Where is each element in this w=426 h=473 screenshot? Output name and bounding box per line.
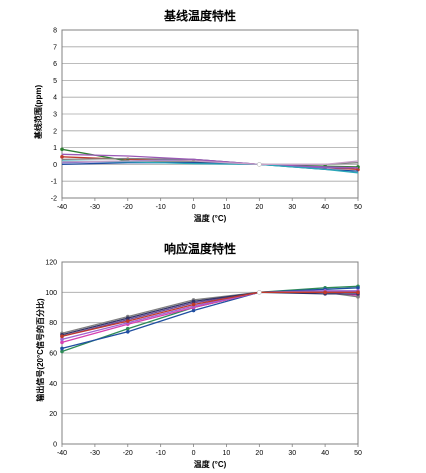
data-point (60, 155, 64, 159)
x-tick-label: -30 (90, 204, 100, 211)
x-tick-label: 30 (288, 450, 296, 457)
plot-area (61, 29, 359, 199)
y-tick-label: 8 (53, 28, 57, 35)
data-point (356, 295, 360, 299)
reference-point (257, 290, 262, 295)
x-tick-label: 50 (354, 450, 362, 457)
y-tick-label: 100 (45, 290, 57, 297)
series-group (60, 147, 360, 174)
data-point (60, 147, 64, 152)
y-axis-label: 输出信号(20°C信号的百分比) (35, 298, 45, 402)
data-point (323, 290, 327, 295)
x-tick-label: 0 (192, 204, 196, 211)
data-point (191, 308, 196, 313)
y-tick-label: 7 (53, 44, 57, 51)
x-tick-label: -30 (90, 450, 100, 457)
data-point (60, 337, 64, 342)
y-tick-label: 40 (49, 381, 57, 388)
series-line-1 (61, 285, 359, 353)
series-line-8 (61, 291, 358, 337)
y-axis-label: 基线范围(ppm) (33, 85, 43, 141)
data-point (60, 334, 64, 339)
x-axis-label: 温度 (°C) (194, 213, 227, 223)
x-tick-label: -10 (156, 450, 166, 457)
series-line-7 (61, 291, 358, 336)
data-point (191, 299, 196, 304)
y-tick-labels: 0 20 40 60 80 100 120 (45, 260, 57, 449)
y-tick-label: 1 (53, 145, 57, 152)
data-point (125, 326, 130, 331)
data-point (125, 319, 130, 323)
y-tick-label: 0 (53, 162, 57, 169)
x-tick-label: -40 (57, 450, 67, 457)
series-line-6 (61, 153, 359, 169)
x-tick-label: 20 (255, 450, 263, 457)
x-tick-label: 30 (288, 204, 296, 211)
y-tick-labels: -2 -1 0 1 2 3 4 5 6 7 8 (51, 28, 57, 203)
y-tick-label: -2 (51, 196, 57, 203)
data-point (125, 329, 130, 334)
y-tick-label: 60 (49, 351, 57, 358)
chart-title: 基线温度特性 (163, 8, 236, 23)
series-group (60, 284, 360, 354)
x-tick-label: -20 (123, 204, 133, 211)
x-tick-label: 0 (192, 450, 196, 457)
series-line-2 (61, 287, 359, 350)
data-point (60, 346, 64, 351)
chart-title: 响应温度特性 (164, 241, 236, 256)
reference-point (257, 162, 262, 167)
data-point (191, 302, 196, 307)
y-tick-label: -1 (51, 179, 57, 186)
y-tick-label: 20 (49, 411, 57, 418)
x-tick-labels: -40 -30 -20 -10 0 10 20 30 40 50 (57, 198, 362, 211)
x-tick-label: 10 (223, 450, 231, 457)
y-tick-label: 4 (53, 95, 57, 102)
series-line-8 (61, 160, 359, 166)
data-point (356, 167, 360, 172)
data-point (356, 290, 360, 295)
x-tick-label: 20 (255, 204, 263, 211)
x-tick-label: 40 (321, 204, 329, 211)
y-tick-label: 6 (53, 61, 57, 68)
chart-response: 响应温度特性 0 20 40 60 80 100 120 -40 -30 -20 -10 0 10 20… (35, 241, 362, 469)
x-tick-label: -40 (57, 204, 67, 211)
series-line-6 (61, 291, 359, 334)
x-tick-labels: -40 -30 -20 -10 0 10 20 30 40 50 (57, 444, 362, 457)
grid-lines (62, 29, 358, 199)
data-point (356, 285, 360, 290)
x-tick-label: -10 (156, 204, 166, 211)
y-tick-label: 5 (53, 78, 57, 85)
x-axis-label: 温度 (°C) (194, 459, 227, 469)
x-tick-label: 50 (354, 204, 362, 211)
data-point (60, 340, 64, 345)
y-tick-label: 3 (53, 112, 57, 119)
data-point (125, 316, 130, 320)
y-tick-label: 2 (53, 128, 57, 135)
x-tick-label: 40 (321, 450, 329, 457)
data-point (60, 349, 64, 354)
x-tick-label: 10 (223, 204, 231, 211)
x-tick-label: -20 (123, 450, 133, 457)
y-tick-label: 0 (53, 442, 57, 449)
y-tick-label: 120 (45, 260, 57, 267)
y-tick-label: 80 (49, 320, 57, 327)
series-line-4 (61, 290, 358, 341)
